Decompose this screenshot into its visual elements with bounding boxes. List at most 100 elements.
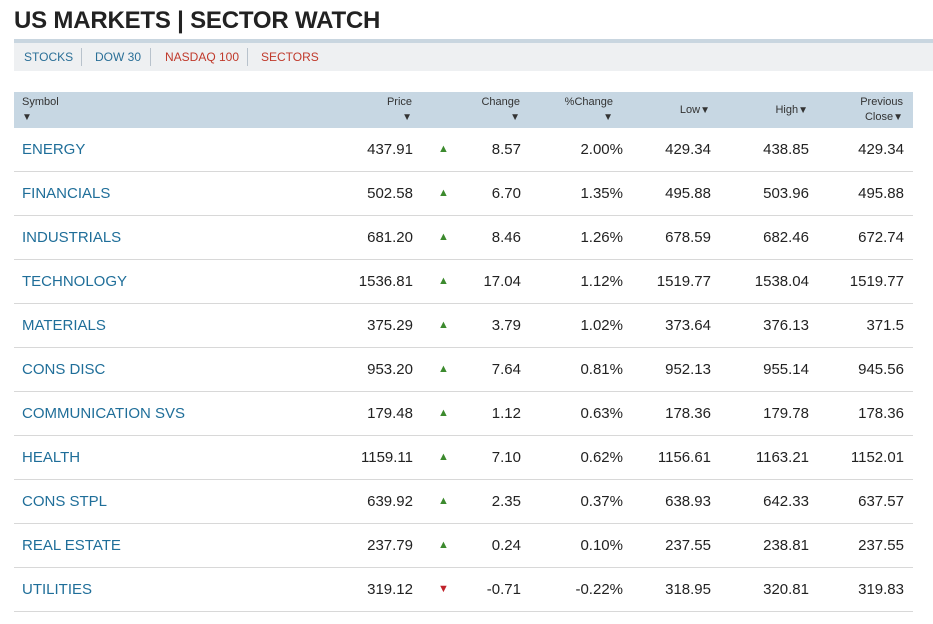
price-value: 437.91 xyxy=(367,141,413,158)
high-value: 642.33 xyxy=(763,493,809,510)
header-low[interactable]: Low▼ xyxy=(680,103,710,118)
sector-symbol-link[interactable]: INDUSTRIALS xyxy=(22,229,122,246)
tab-stocks[interactable]: STOCKS xyxy=(24,50,74,64)
tab-nasdaq-100[interactable]: NASDAQ 100 xyxy=(165,50,240,64)
table-row[interactable]: CONS STPL 639.92 ▲ 2.35 0.37% 638.93 642.33 637… xyxy=(14,480,913,524)
header-symbol[interactable]: Symbol ▼ xyxy=(22,95,59,125)
high-value: 1163.21 xyxy=(755,449,809,466)
tab-separator xyxy=(81,48,82,66)
triangle-up-icon: ▲ xyxy=(438,451,449,463)
previous-close-value: 637.57 xyxy=(858,493,904,510)
pct-change-value: 0.81% xyxy=(580,361,623,378)
change-value: 17.04 xyxy=(483,273,521,290)
low-value: 237.55 xyxy=(665,537,711,554)
table-row[interactable]: HEALTH 1159.11 ▲ 7.10 0.62% 1156.61 1163.21 115… xyxy=(14,436,913,480)
pct-change-value: 1.12% xyxy=(580,273,623,290)
header-high-label: High xyxy=(775,104,799,116)
sector-symbol-link[interactable]: FINANCIALS xyxy=(22,185,111,202)
change-value: 7.64 xyxy=(491,361,521,378)
low-value: 638.93 xyxy=(665,493,711,510)
tab-dow-30[interactable]: DOW 30 xyxy=(95,50,142,64)
tab-sectors[interactable]: SECTORS xyxy=(261,50,319,64)
sector-symbol-link[interactable]: CONS DISC xyxy=(22,361,106,378)
triangle-up-icon: ▲ xyxy=(438,231,449,243)
pct-change-value: 2.00% xyxy=(580,141,623,158)
low-value: 495.88 xyxy=(665,185,711,202)
tab-separator xyxy=(247,48,248,66)
price-value: 1536.81 xyxy=(358,273,413,290)
price-value: 502.58 xyxy=(367,185,413,202)
high-value: 1538.04 xyxy=(754,273,809,290)
change-value: 7.10 xyxy=(491,449,521,466)
previous-close-value: 1519.77 xyxy=(849,273,904,290)
header-price-label: Price xyxy=(386,96,412,108)
market-tabs: STOCKS DOW 30 NASDAQ 100 SECTORS xyxy=(14,43,933,71)
previous-close-value: 371.5 xyxy=(866,317,904,334)
change-value: 3.79 xyxy=(491,317,521,334)
low-value: 1156.61 xyxy=(657,449,711,466)
triangle-up-icon: ▲ xyxy=(438,539,449,551)
high-value: 320.81 xyxy=(763,581,809,598)
price-value: 953.20 xyxy=(367,361,413,378)
sector-symbol-link[interactable]: CONS STPL xyxy=(22,493,108,510)
previous-close-value: 945.56 xyxy=(858,361,904,378)
sort-arrow-icon: ▼ xyxy=(603,112,613,123)
price-value: 375.29 xyxy=(367,317,413,334)
high-value: 238.81 xyxy=(763,537,809,554)
pct-change-value: 1.35% xyxy=(580,185,623,202)
header-price[interactable]: Price ▼ xyxy=(387,95,412,125)
header-previous-close[interactable]: Previous Close▼ xyxy=(860,95,903,125)
previous-close-value: 1152.01 xyxy=(850,449,904,466)
header-high[interactable]: High▼ xyxy=(775,103,808,118)
table-row[interactable]: COMMUNICATION SVS 179.48 ▲ 1.12 0.63% 178.36 1… xyxy=(14,392,913,436)
sector-symbol-link[interactable]: COMMUNICATION SVS xyxy=(22,405,186,422)
sector-symbol-link[interactable]: REAL ESTATE xyxy=(22,537,121,554)
triangle-up-icon: ▲ xyxy=(438,363,449,375)
triangle-up-icon: ▲ xyxy=(438,143,449,155)
change-value: 8.46 xyxy=(491,229,521,246)
sector-symbol-link[interactable]: ENERGY xyxy=(22,141,86,158)
table-row[interactable]: FINANCIALS 502.58 ▲ 6.70 1.35% 495.88 503.96 49… xyxy=(14,172,913,216)
change-value: 0.24 xyxy=(491,537,521,554)
header-pct-change[interactable]: %Change ▼ xyxy=(565,95,613,125)
triangle-up-icon: ▲ xyxy=(438,495,449,507)
pct-change-value: -0.22% xyxy=(575,581,623,598)
sector-symbol-link[interactable]: HEALTH xyxy=(22,449,81,466)
previous-close-value: 495.88 xyxy=(858,185,904,202)
sector-symbol-link[interactable]: MATERIALS xyxy=(22,317,106,334)
high-value: 438.85 xyxy=(763,141,809,158)
sector-symbol-link[interactable]: UTILITIES xyxy=(22,581,93,598)
high-value: 503.96 xyxy=(763,185,809,202)
high-value: 376.13 xyxy=(763,317,809,334)
price-value: 681.20 xyxy=(367,229,413,246)
table-row[interactable]: CONS DISC 953.20 ▲ 7.64 0.81% 952.13 955.14 945… xyxy=(14,348,913,392)
table-row[interactable]: ENERGY 437.91 ▲ 8.57 2.00% 429.34 438.85 429.34 xyxy=(14,128,913,172)
change-value: 1.12 xyxy=(491,405,521,422)
sort-arrow-icon: ▼ xyxy=(510,112,520,123)
table-row[interactable]: REAL ESTATE 237.79 ▲ 0.24 0.10% 237.55 238.81 2… xyxy=(14,524,913,568)
table-row[interactable]: INDUSTRIALS 681.20 ▲ 8.46 1.26% 678.59 682.46 6… xyxy=(14,216,913,260)
sector-symbol-link[interactable]: TECHNOLOGY xyxy=(22,273,128,290)
change-value: 8.57 xyxy=(491,141,521,158)
triangle-up-icon: ▲ xyxy=(438,407,449,419)
page-title: US MARKETS | SECTOR WATCH xyxy=(14,7,381,34)
low-value: 429.34 xyxy=(665,141,711,158)
table-row[interactable]: MATERIALS 375.29 ▲ 3.79 1.02% 373.64 376.13 371… xyxy=(14,304,913,348)
previous-close-value: 319.83 xyxy=(858,581,904,598)
title-divider xyxy=(14,39,933,43)
tab-separator xyxy=(150,48,151,66)
high-value: 682.46 xyxy=(763,229,809,246)
header-change[interactable]: Change ▼ xyxy=(481,95,520,125)
pct-change-value: 0.63% xyxy=(580,405,623,422)
table-row[interactable]: TECHNOLOGY 1536.81 ▲ 17.04 1.12% 1519.77 1538.… xyxy=(14,260,913,304)
high-value: 955.14 xyxy=(763,361,809,378)
triangle-up-icon: ▲ xyxy=(438,275,449,287)
sort-arrow-icon: ▼ xyxy=(22,112,32,123)
pct-change-value: 0.62% xyxy=(580,449,623,466)
table-header: Symbol ▼ Price ▼ Change ▼ %Change ▼ Low▼… xyxy=(14,92,913,128)
sort-arrow-icon: ▼ xyxy=(798,105,808,116)
table-row[interactable]: UTILITIES 319.12 ▼ -0.71 -0.22% 318.95 320.81 3… xyxy=(14,568,913,612)
low-value: 678.59 xyxy=(665,229,711,246)
sector-table-body: ENERGY 437.91 ▲ 8.57 2.00% 429.34 438.85 429.34… xyxy=(14,128,913,612)
header-change-label: Change xyxy=(481,96,520,108)
